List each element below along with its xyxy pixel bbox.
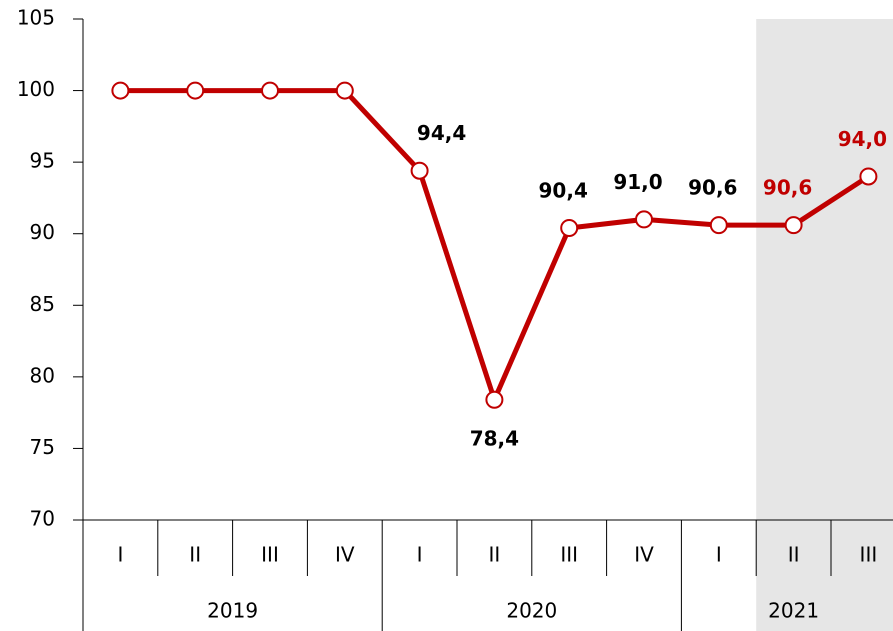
data-label: 94,4 [417,121,466,145]
x-tick-label: II [788,543,800,567]
x-tick-label: II [489,543,501,567]
x-tick-label: III [860,543,878,567]
x-tick-label: III [261,543,279,567]
y-tick-label: 80 [30,363,55,387]
x-tick-label: I [117,543,123,567]
x-tick-label: I [417,543,423,567]
y-tick-label: 100 [17,77,55,101]
group-label: 2020 [506,599,557,623]
y-tick-label: 90 [30,220,55,244]
marker [261,81,279,100]
group-label: 2019 [207,599,258,623]
data-label: 90,6 [688,176,737,200]
y-tick-label: 95 [30,149,55,173]
marker [335,81,354,100]
data-label: 78,4 [470,426,519,450]
y-tick-label: 105 [17,6,55,30]
data-label: 90,6 [763,176,812,200]
y-tick-label: 75 [30,435,55,459]
marker [784,216,803,235]
marker [485,390,504,409]
marker [709,216,728,235]
marker [859,167,878,186]
x-tick-label: II [189,543,201,567]
marker [635,210,653,229]
x-tick-label: I [716,543,722,567]
y-tick-label: 70 [30,507,55,531]
marker [186,81,205,100]
data-label: 91,0 [613,170,662,194]
y-tick-label: 85 [30,292,55,316]
x-tick-label: III [560,543,578,567]
marker [560,218,579,237]
data-label: 94,0 [838,127,887,151]
marker [111,81,130,100]
x-tick-label: IV [634,543,654,567]
group-label: 2021 [768,599,819,623]
x-tick-label: IV [335,543,355,567]
marker [410,161,429,180]
data-label: 90,4 [539,178,588,202]
shaded-region [756,19,893,631]
